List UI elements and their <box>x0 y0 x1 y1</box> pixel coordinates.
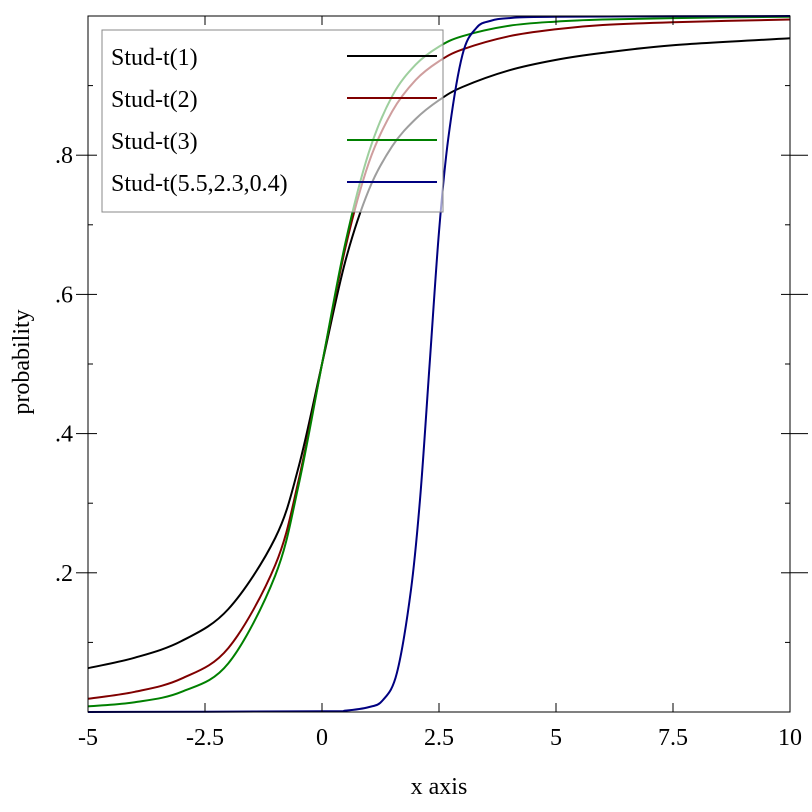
y-tick-label: .2 <box>55 561 73 587</box>
x-tick-label: 2.5 <box>424 725 454 751</box>
legend-label: Stud-t(3) <box>111 129 198 155</box>
x-tick-label: 0 <box>316 725 328 751</box>
y-axis: .2 .4 .6 .8 <box>55 85 808 643</box>
x-tick-label: -2.5 <box>186 725 224 751</box>
legend-label: Stud-t(2) <box>111 87 198 113</box>
y-tick-label: .8 <box>55 143 73 169</box>
legend-label: Stud-t(5.5,2.3,0.4) <box>111 171 288 197</box>
y-tick-label: .4 <box>55 422 73 448</box>
legend-label: Stud-t(1) <box>111 45 198 71</box>
legend: Stud-t(1) Stud-t(2) Stud-t(3) Stud-t(5.5,2.… <box>101 29 444 213</box>
legend-items: Stud-t(1) Stud-t(2) Stud-t(3) Stud-t(5.5,2.… <box>111 45 437 197</box>
x-tick-label: -5 <box>78 725 98 751</box>
x-tick-label: 5 <box>550 725 562 751</box>
x-axis: -5 -2.5 0 2.5 5 7.5 10 <box>78 16 802 751</box>
series-line <box>87 15 791 713</box>
y-axis-title: probability <box>9 309 35 414</box>
x-tick-label: 10 <box>778 725 802 751</box>
x-tick-label: 7.5 <box>658 725 688 751</box>
y-tick-label: .6 <box>55 282 73 308</box>
x-axis-title: x axis <box>411 774 468 800</box>
